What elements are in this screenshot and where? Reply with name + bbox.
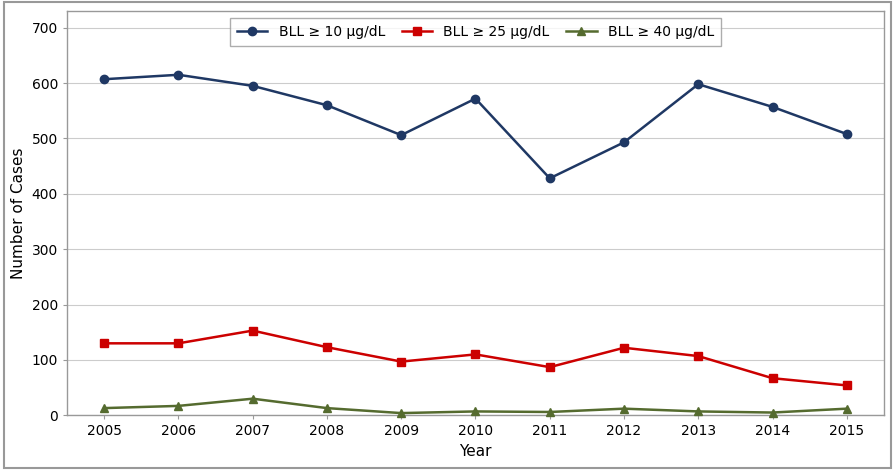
BLL ≥ 10 μg/dL xyxy=(247,83,257,89)
BLL ≥ 25 μg/dL xyxy=(247,328,257,333)
BLL ≥ 10 μg/dL xyxy=(618,140,628,145)
BLL ≥ 10 μg/dL xyxy=(321,102,332,108)
Line: BLL ≥ 25 μg/dL: BLL ≥ 25 μg/dL xyxy=(100,327,850,390)
BLL ≥ 40 μg/dL xyxy=(173,403,183,409)
BLL ≥ 40 μg/dL xyxy=(544,409,554,415)
BLL ≥ 25 μg/dL xyxy=(173,340,183,346)
BLL ≥ 10 μg/dL xyxy=(98,77,109,82)
BLL ≥ 40 μg/dL xyxy=(469,408,480,414)
BLL ≥ 10 μg/dL xyxy=(766,104,777,110)
BLL ≥ 25 μg/dL xyxy=(469,352,480,357)
BLL ≥ 25 μg/dL xyxy=(692,353,703,359)
BLL ≥ 40 μg/dL xyxy=(395,410,406,416)
BLL ≥ 25 μg/dL xyxy=(840,383,851,388)
BLL ≥ 10 μg/dL xyxy=(840,131,851,137)
X-axis label: Year: Year xyxy=(459,444,491,459)
BLL ≥ 25 μg/dL xyxy=(395,359,406,364)
BLL ≥ 25 μg/dL xyxy=(544,364,554,370)
Line: BLL ≥ 10 μg/dL: BLL ≥ 10 μg/dL xyxy=(100,70,850,182)
BLL ≥ 10 μg/dL xyxy=(692,81,703,87)
BLL ≥ 25 μg/dL xyxy=(321,345,332,350)
BLL ≥ 40 μg/dL xyxy=(618,406,628,411)
BLL ≥ 40 μg/dL xyxy=(98,405,109,411)
BLL ≥ 25 μg/dL xyxy=(766,376,777,381)
BLL ≥ 40 μg/dL xyxy=(692,408,703,414)
BLL ≥ 25 μg/dL xyxy=(618,345,628,351)
BLL ≥ 40 μg/dL xyxy=(840,406,851,411)
BLL ≥ 40 μg/dL xyxy=(247,396,257,401)
BLL ≥ 10 μg/dL xyxy=(469,96,480,102)
BLL ≥ 10 μg/dL xyxy=(395,133,406,138)
Y-axis label: Number of Cases: Number of Cases xyxy=(11,148,26,279)
Line: BLL ≥ 40 μg/dL: BLL ≥ 40 μg/dL xyxy=(100,394,850,417)
BLL ≥ 40 μg/dL xyxy=(766,410,777,415)
BLL ≥ 10 μg/dL xyxy=(173,72,183,78)
BLL ≥ 25 μg/dL xyxy=(98,340,109,346)
BLL ≥ 10 μg/dL xyxy=(544,175,554,181)
Legend: BLL ≥ 10 μg/dL, BLL ≥ 25 μg/dL, BLL ≥ 40 μg/dL: BLL ≥ 10 μg/dL, BLL ≥ 25 μg/dL, BLL ≥ 40… xyxy=(230,18,721,46)
BLL ≥ 40 μg/dL xyxy=(321,405,332,411)
